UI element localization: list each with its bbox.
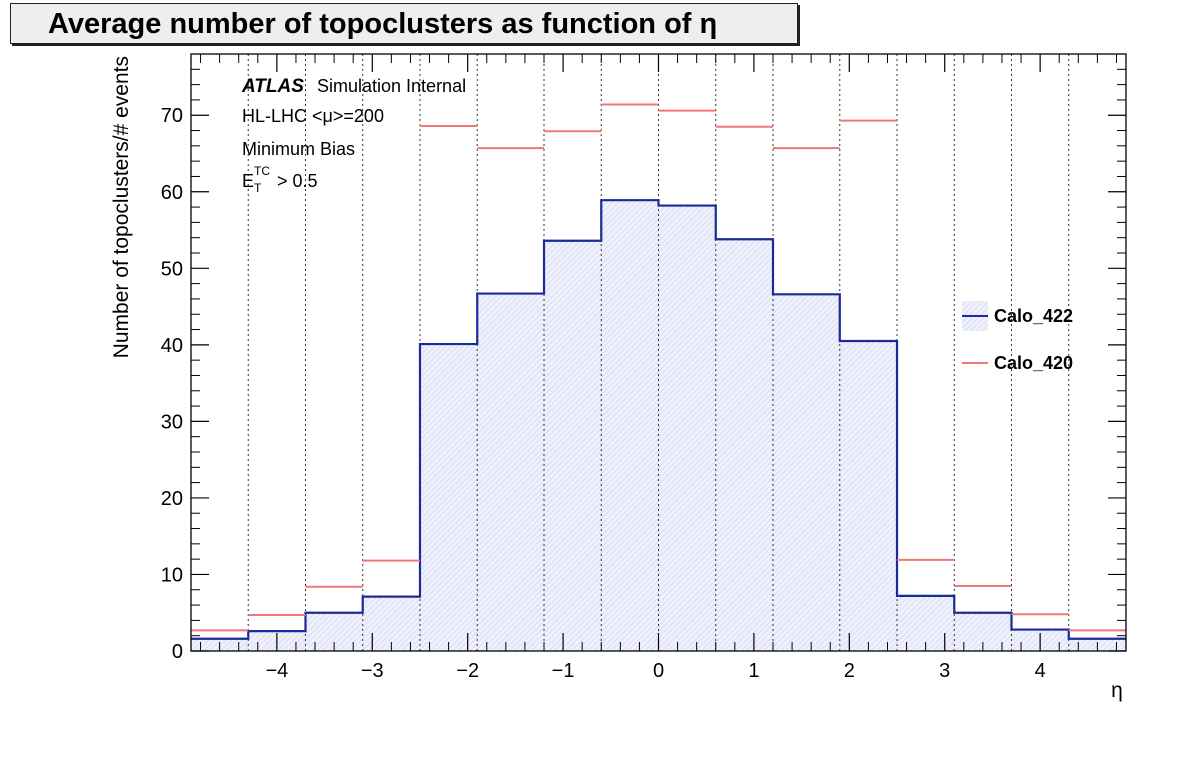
x-tick-label: −3 [361,660,384,682]
series-layer [191,103,1126,640]
x-tick-label: 2 [844,660,855,682]
x-tick-label: 3 [939,660,950,682]
et-cut-subscript: T [254,181,262,195]
legend-label-calo420: Calo_420 [994,353,1073,373]
x-tick-label: −2 [456,660,479,682]
x-tick-label: 0 [653,660,664,682]
legend: Calo_422 Calo_420 [962,301,1073,373]
status-label: Simulation Internal [317,76,466,96]
y-tick-label: 0 [172,641,183,663]
et-cut-superscript: TC [254,164,270,178]
y-tick-label: 10 [161,564,183,586]
y-tick-label: 40 [161,335,183,357]
et-cut-symbol: E [242,171,254,191]
atlas-annotation: ATLAS Simulation Internal HL-LHC <μ>=200… [241,76,466,195]
atlas-label: ATLAS [241,76,304,97]
y-tick-label: 70 [161,105,183,127]
x-tick-label: 4 [1035,660,1046,682]
x-tick-label: −4 [265,660,288,682]
et-cut-label: E [242,171,254,191]
sample-label: Minimum Bias [242,139,355,159]
x-tick-label: 1 [748,660,759,682]
x-tick-label: −1 [552,660,575,682]
x-axis-label: η [1111,679,1123,702]
pileup-label: HL-LHC <μ>=200 [242,106,384,126]
chart-title: Average number of topoclusters as functi… [10,3,798,44]
legend-label-calo422: Calo_422 [994,306,1073,326]
y-tick-label: 60 [161,182,183,204]
y-tick-label: 50 [161,258,183,280]
et-cut-value: > 0.5 [272,171,318,191]
y-tick-label: 20 [161,488,183,510]
axes-layer: 0 10 20 30 40 50 60 70 −4 −3 −2 −1 0 1 2 3 4 [161,53,1127,682]
y-axis-label: Number of topoclusters/# events [110,56,133,358]
y-tick-label: 30 [161,411,183,433]
calo422-line [191,199,1126,640]
